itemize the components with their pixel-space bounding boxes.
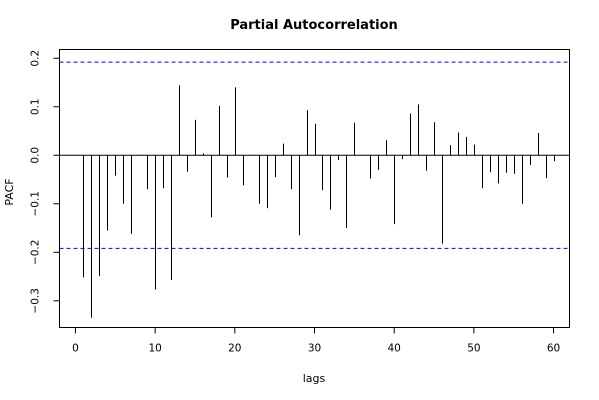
x-tick-label: 0 [72,343,79,355]
y-tick-label: 0.0 [30,147,42,164]
plot-box [59,49,570,328]
y-tick-label: −0.3 [30,288,42,314]
y-tick-label: −0.1 [30,191,42,217]
y-axis-label: PACF [3,178,16,205]
x-tick-label: 60 [547,343,560,355]
x-tick-label: 20 [228,343,241,355]
x-axis-label: lags [303,372,326,385]
reference-lines [59,61,570,249]
pacf-bars [83,85,555,318]
x-tick-label: 40 [388,343,401,355]
x-tick-label: 30 [308,343,321,355]
y-tick-label: 0.2 [30,50,42,67]
y-tick-label: 0.1 [30,98,42,115]
y-axis: −0.3 −0.2 −0.1 0.0 0.1 0.2 [30,50,60,314]
x-axis: 0 10 20 30 40 50 60 [72,327,560,355]
y-tick-label: −0.2 [30,240,42,266]
x-tick-label: 50 [467,343,480,355]
chart-title: Partial Autocorrelation [230,18,398,33]
x-tick-label: 10 [148,343,161,355]
